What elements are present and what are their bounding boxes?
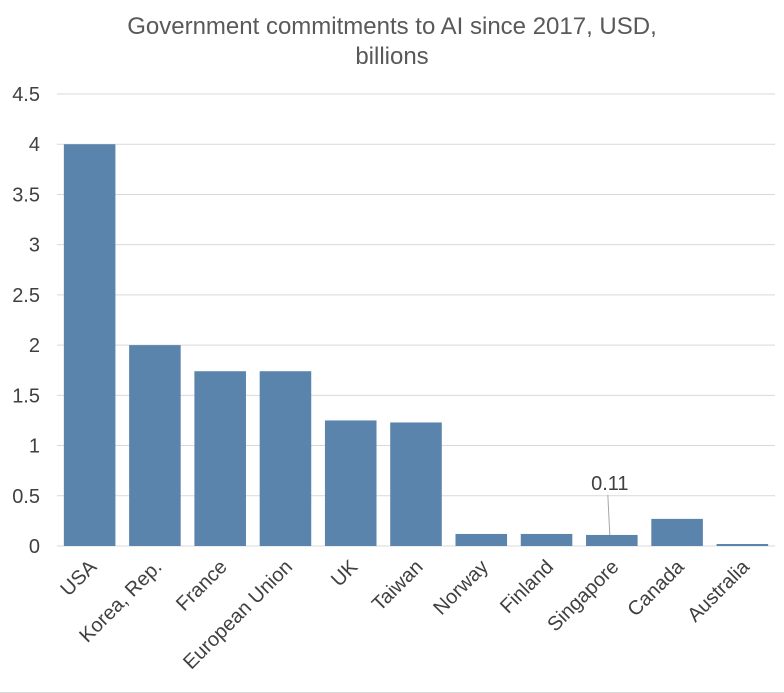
bar-usa [63, 144, 116, 546]
y-tick-label: 1.5 [12, 385, 40, 407]
y-tick-label: 0.5 [12, 486, 40, 508]
data-label-leader [607, 494, 611, 535]
bar-european-union [259, 371, 312, 546]
bar-singapore [586, 534, 638, 546]
y-tick-label: 1 [29, 436, 40, 458]
chart-title-line-1: Government commitments to AI since 2017,… [127, 13, 657, 40]
y-tick-label: 4 [29, 134, 40, 156]
x-tick-label: UK [327, 556, 363, 592]
y-tick-label: 2.5 [12, 285, 40, 307]
x-tick-label: France [172, 556, 232, 616]
chart-title-line-2: billions [355, 43, 429, 70]
bar-taiwan [390, 422, 442, 546]
chart-title: Government commitments to AI since 2017,… [0, 12, 784, 72]
bar-uk [324, 420, 377, 546]
x-tick-label: Singapore [543, 556, 623, 636]
x-tick-label: Taiwan [368, 556, 428, 616]
x-tick-label: Finland [496, 556, 558, 618]
y-tick-label: 4.5 [12, 84, 40, 106]
x-tick-label: Canada [624, 555, 690, 621]
bar-france [194, 371, 246, 546]
bar-norway [455, 533, 508, 546]
x-tick-label: Australia [683, 555, 754, 626]
bar-australia [716, 543, 769, 546]
x-tick-label: Norway [429, 556, 492, 619]
y-tick-label: 3 [29, 235, 40, 257]
y-tick-label: 2 [29, 335, 40, 357]
bar-finland [520, 533, 573, 546]
x-tick-label: European Union [179, 556, 297, 674]
x-tick-label: USA [57, 556, 102, 601]
bar-korea-rep [129, 345, 181, 546]
y-tick-label: 3.5 [12, 184, 40, 206]
y-tick-label: 0 [29, 536, 40, 558]
data-label: 0.11 [591, 473, 628, 495]
bar-canada [651, 518, 703, 546]
